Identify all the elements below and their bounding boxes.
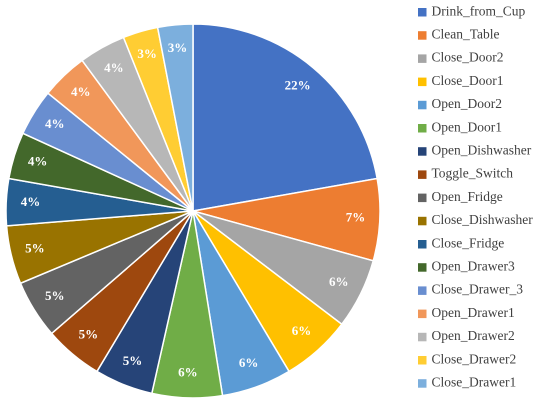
legend-item-close-drawer2: Close_Drawer2 [418, 351, 516, 366]
legend-label: Close_Drawer2 [432, 351, 517, 366]
legend-label: Open_Drawer1 [432, 305, 515, 320]
legend-label: Open_Door1 [432, 119, 503, 134]
data-label-close-drawer2: 3% [137, 46, 157, 61]
data-label-close-door1: 6% [292, 323, 312, 338]
legend-label: Open_Fridge [432, 189, 503, 204]
data-label-open-drawer2: 4% [104, 60, 124, 75]
pie-slice-drink-from-cup [192, 23, 379, 212]
data-label-open-door2: 6% [239, 355, 259, 370]
legend-item-open-drawer3: Open_Drawer3 [418, 259, 515, 274]
legend-swatch [418, 100, 427, 110]
legend-label: Open_Dishwasher [432, 143, 532, 158]
data-label-drink-from-cup: 22% [285, 77, 311, 92]
legend-item-drink-from-cup: Drink_from_Cup [418, 3, 525, 18]
legend-swatch [418, 8, 427, 17]
legend-label: Open_Door2 [432, 96, 503, 111]
pie-slices [5, 23, 381, 399]
legend-label: Close_Drawer1 [432, 375, 517, 390]
legend-label: Close_Drawer_3 [432, 282, 524, 297]
legend-swatch [418, 332, 427, 342]
data-label-open-drawer3: 4% [28, 154, 48, 169]
data-label-open-dishwasher: 5% [123, 353, 143, 368]
legend-item-open-door2: Open_Door2 [418, 96, 502, 111]
legend-swatch [418, 54, 427, 63]
legend-swatch [418, 77, 427, 87]
legend-label: Close_Dishwasher [432, 212, 534, 227]
data-label-close-drawer-3: 4% [45, 116, 65, 131]
legend-label: Toggle_Switch [432, 166, 514, 181]
legend-swatch [418, 356, 427, 365]
legend-label: Clean_Table [432, 27, 500, 42]
legend-swatch [418, 31, 427, 40]
data-label-close-dishwasher: 5% [25, 240, 45, 255]
legend-swatch [418, 379, 427, 388]
data-label-close-drawer1: 3% [168, 40, 188, 55]
legend-item-open-door1: Open_Door1 [418, 119, 502, 134]
legend-item-open-fridge: Open_Fridge [418, 189, 503, 204]
legend-label: Close_Door1 [432, 73, 504, 88]
legend-swatch [418, 124, 427, 133]
data-label-open-fridge: 5% [45, 288, 65, 303]
legend-item-clean-table: Clean_Table [418, 27, 500, 42]
pie-slice-close-drawer1 [156, 23, 194, 212]
legend-swatch [418, 263, 427, 272]
data-label-toggle-switch: 5% [79, 327, 99, 342]
legend-swatch [418, 240, 427, 249]
legend-swatch [418, 147, 427, 156]
data-label-open-drawer1: 4% [71, 84, 91, 99]
legend-item-close-door1: Close_Door1 [418, 73, 504, 88]
data-label-clean-table: 7% [346, 210, 366, 225]
chart-legend: Drink_from_Cup Clean_Table Close_Door2 Clos… [418, 3, 533, 390]
legend-item-close-door2: Close_Door2 [418, 50, 504, 65]
legend-label: Open_Drawer3 [432, 259, 515, 274]
legend-swatch [418, 170, 427, 179]
legend-item-close-drawer1: Close_Drawer1 [418, 375, 516, 390]
legend-item-close-fridge: Close_Fridge [418, 235, 504, 250]
legend-item-open-drawer1: Open_Drawer1 [418, 305, 515, 320]
legend-item-close-dishwasher: Close_Dishwasher [418, 212, 533, 227]
legend-label: Drink_from_Cup [432, 3, 526, 18]
legend-swatch [418, 309, 427, 319]
legend-swatch [418, 216, 427, 226]
legend-label: Open_Drawer2 [432, 328, 515, 343]
data-label-close-door2: 6% [329, 274, 349, 289]
legend-label: Close_Door2 [432, 50, 504, 65]
legend-item-toggle-switch: Toggle_Switch [418, 166, 513, 181]
data-label-close-fridge: 4% [21, 194, 41, 209]
legend-item-open-drawer2: Open_Drawer2 [418, 328, 515, 343]
legend-item-open-dishwasher: Open_Dishwasher [418, 143, 532, 158]
data-label-open-door1: 6% [178, 365, 198, 380]
legend-item-close-drawer-3: Close_Drawer_3 [418, 282, 523, 297]
pie-data-labels: 22% 7% 6% 6% 6% 6% 5% 5% 5% 5% 4% 4% 4% 4% 4% 3% 3% [21, 40, 366, 380]
legend-label: Close_Fridge [432, 235, 505, 250]
legend-swatch [418, 286, 427, 295]
legend-swatch [418, 193, 427, 203]
